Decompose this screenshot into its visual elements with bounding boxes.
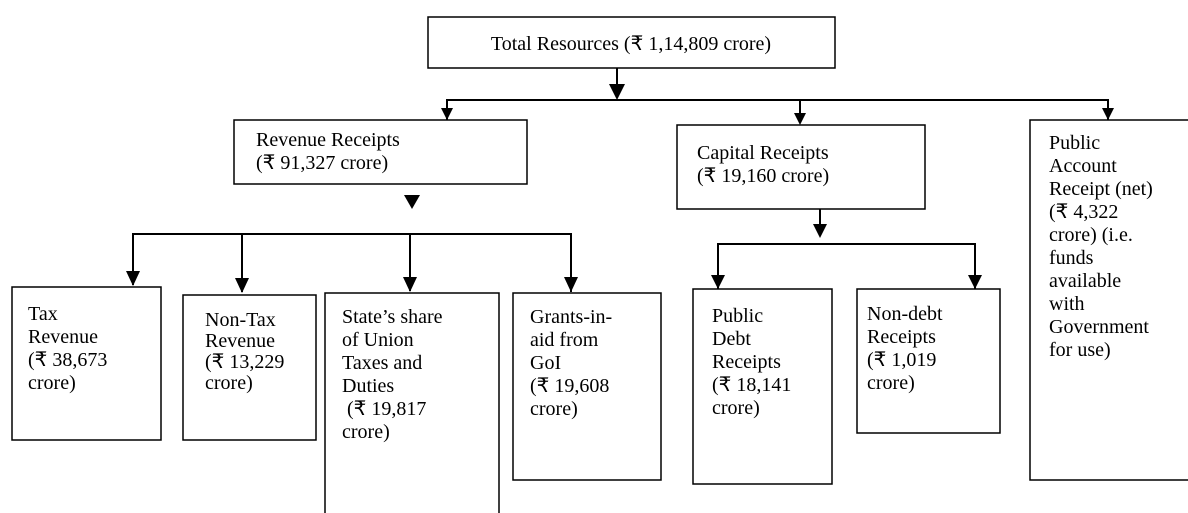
- node-box: [324, 292, 500, 513]
- node-label: Receipts: [712, 351, 781, 373]
- node-label: Taxes and: [342, 352, 422, 374]
- node-label: of Union: [342, 329, 414, 351]
- node-label: State’s share: [342, 306, 443, 328]
- node-box: [1029, 119, 1188, 481]
- node-label: crore): [28, 372, 76, 394]
- node-label: GoI: [530, 352, 561, 374]
- node-label: crore): [867, 372, 915, 394]
- node-label: Tax: [28, 303, 58, 325]
- node-box: [856, 288, 1001, 434]
- node-label: Non-debt: [867, 303, 943, 325]
- node-label: (₹ 13,229: [205, 351, 284, 373]
- node-label: crore): [712, 397, 760, 419]
- node-label: Account: [1049, 155, 1117, 177]
- node-box: [233, 119, 528, 185]
- arrow-head: [403, 277, 417, 292]
- node-label: Government: [1049, 316, 1149, 338]
- node-label: Grants-in-: [530, 306, 612, 328]
- node-label: (₹ 19,817: [342, 398, 426, 420]
- node-label: crore): [342, 421, 390, 443]
- node-label: Duties: [342, 375, 394, 397]
- node-box: [182, 294, 317, 441]
- arrow-head: [609, 84, 625, 100]
- node-label: funds: [1049, 247, 1094, 269]
- connector: [446, 99, 1109, 120]
- node-box: [512, 292, 662, 481]
- node-label: Receipts: [867, 326, 936, 348]
- node-label: aid from: [530, 329, 599, 351]
- node-label: (₹ 91,327 crore): [256, 152, 388, 174]
- node-label: Capital Receipts: [697, 142, 829, 164]
- node-label: Public: [1049, 132, 1100, 154]
- node-box: [676, 124, 926, 210]
- node-label: for use): [1049, 339, 1111, 361]
- arrow-head: [126, 271, 140, 286]
- arrow-head: [968, 275, 982, 289]
- node-label: Total Resources (₹ 1,14,809 crore): [491, 33, 771, 55]
- node-label: available: [1049, 270, 1121, 292]
- node-label: crore): [205, 372, 253, 394]
- arrow-head: [711, 275, 725, 289]
- node-box: [427, 16, 836, 69]
- arrow-head: [235, 278, 249, 293]
- node-label: Revenue Receipts: [256, 129, 400, 151]
- node-label: crore): [530, 398, 578, 420]
- node-label: Revenue: [205, 330, 275, 352]
- node-label: Revenue: [28, 326, 98, 348]
- node-label: (₹ 38,673: [28, 349, 107, 371]
- node-label: Debt: [712, 328, 751, 350]
- node-box: [692, 288, 833, 485]
- node-label: Public: [712, 305, 763, 327]
- node-label: Non-Tax: [205, 309, 276, 331]
- arrow-head: [564, 277, 578, 292]
- arrow-head: [404, 195, 420, 209]
- arrow-head: [441, 108, 453, 120]
- connector: [132, 233, 572, 292]
- arrow-head: [1102, 108, 1114, 120]
- arrow-head: [794, 113, 806, 125]
- node-label: (₹ 1,019: [867, 349, 936, 371]
- arrow-head: [813, 224, 827, 238]
- node-label: (₹ 19,160 crore): [697, 165, 829, 187]
- node-label: (₹ 4,322: [1049, 201, 1118, 223]
- node-label: with: [1049, 293, 1085, 315]
- node-box: [11, 286, 162, 441]
- node-label: crore) (i.e.: [1049, 224, 1133, 246]
- node-label: (₹ 18,141: [712, 374, 791, 396]
- node-label: (₹ 19,608: [530, 375, 609, 397]
- connectors: [126, 68, 1114, 293]
- node-label: Receipt (net): [1049, 178, 1153, 200]
- connector: [717, 243, 976, 289]
